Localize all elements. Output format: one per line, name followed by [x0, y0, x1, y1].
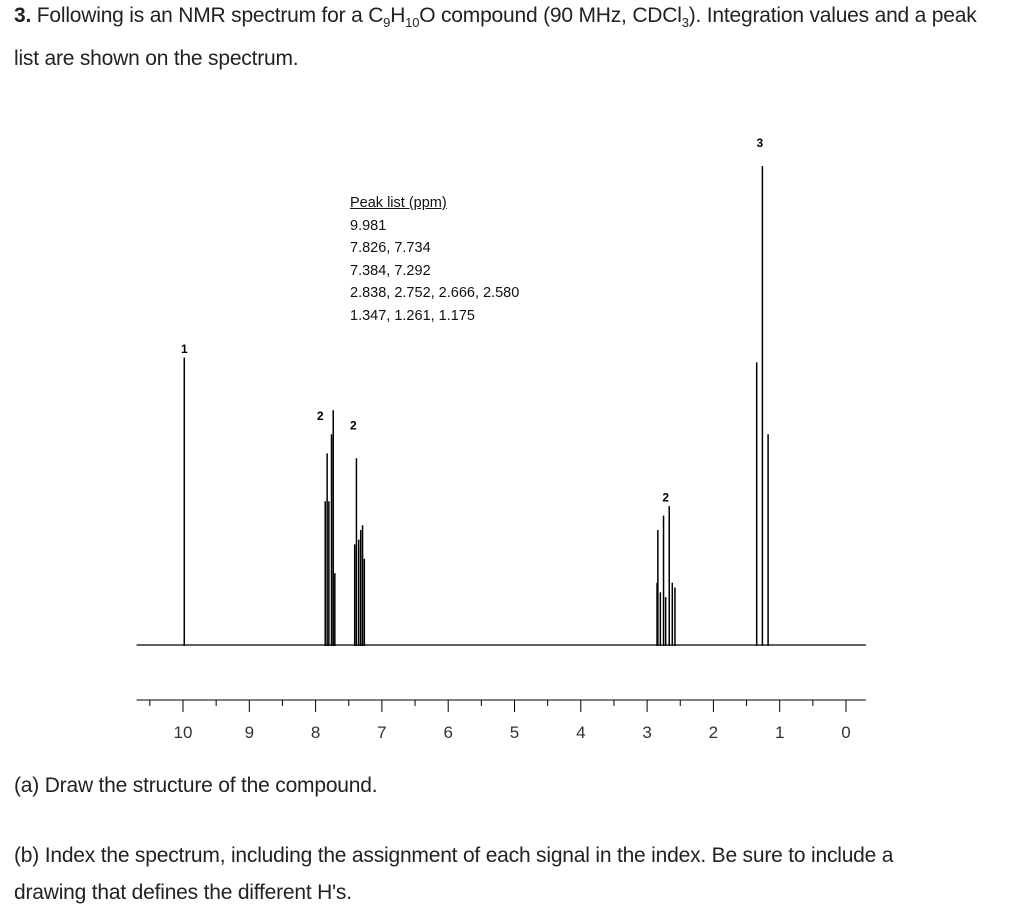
x-axis-tick-label: 7: [377, 723, 386, 742]
integration-label: 2: [350, 418, 357, 432]
peak-list-row: 7.826, 7.734: [350, 240, 431, 256]
formula-h: H: [390, 4, 406, 27]
x-axis-tick-label: 9: [245, 723, 254, 742]
x-axis-tick-label: 3: [642, 723, 651, 742]
question-text-line2: list are shown on the spectrum.: [14, 47, 299, 70]
question-text: 3. Following is an NMR spectrum for a C9…: [14, 4, 977, 30]
x-axis-tick-label: 2: [709, 723, 718, 742]
question-number: 3.: [14, 4, 32, 27]
x-axis-tick-label: 4: [576, 723, 585, 742]
part-a-text: (a) Draw the structure of the compound.: [14, 774, 378, 797]
peak-list-title: Peak list (ppm): [350, 195, 447, 211]
x-axis-tick-label: 0: [841, 723, 850, 742]
peak-list-row: 9.981: [350, 217, 387, 234]
integration-label: 1: [181, 342, 188, 356]
x-axis-tick-label: 8: [311, 723, 320, 742]
peak-list-row: 1.347, 1.261, 1.175: [350, 307, 475, 324]
part-b-text-line2: drawing that defines the different H's.: [14, 881, 352, 904]
question-tail: ). Integration values and a peak: [688, 4, 977, 27]
integration-label: 3: [756, 136, 763, 150]
formula-subscript-h: 10: [405, 15, 420, 30]
question-intro: Following is an NMR spectrum for a C: [31, 4, 384, 27]
peak-list-row: 7.384, 7.292: [350, 262, 431, 279]
integration-label: 2: [662, 490, 669, 504]
part-b-text: (b) Index the spectrum, including the as…: [14, 844, 894, 867]
peak-list: Peak list (ppm) 9.981 7.826, 7.734 7.384…: [350, 192, 519, 327]
peak-list-row: 2.838, 2.752, 2.666, 2.580: [350, 285, 520, 301]
formula-rest: O compound (90 MHz, CDCl: [419, 4, 682, 27]
x-axis-tick-label: 1: [775, 723, 784, 742]
integration-label: 2: [317, 409, 324, 423]
formula-subscript-cl: 3: [681, 15, 689, 30]
x-axis-tick-label: 10: [174, 723, 193, 742]
formula-subscript-c: 9: [383, 15, 391, 30]
x-axis-tick-label: 5: [510, 723, 519, 742]
x-axis-tick-label: 6: [443, 723, 452, 742]
